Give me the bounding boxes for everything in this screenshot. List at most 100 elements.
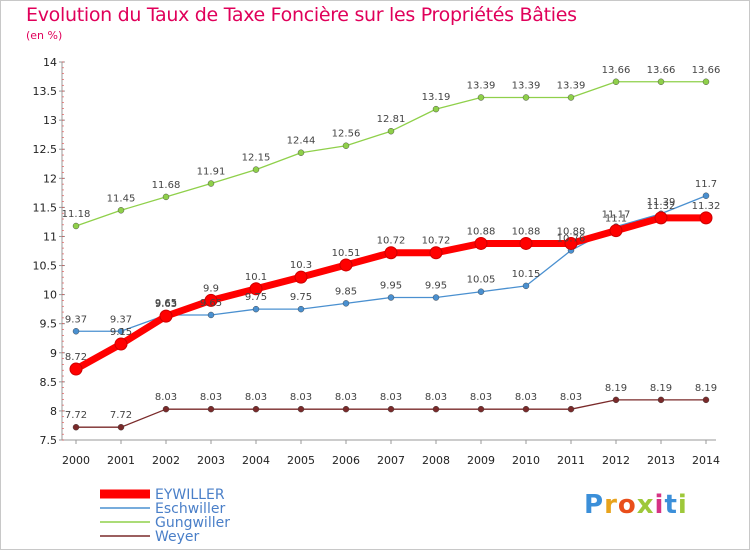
data-label: 8.03 (200, 392, 222, 403)
data-label: 13.66 (602, 65, 631, 76)
data-point (432, 405, 440, 413)
data-label: 9.37 (65, 314, 87, 325)
data-point (567, 94, 575, 101)
y-tick-label: 11 (43, 230, 57, 243)
data-label: 8.03 (380, 392, 402, 403)
data-point (72, 222, 80, 230)
data-label: 8.72 (65, 352, 87, 363)
data-point (342, 300, 350, 307)
x-tick-label: 2006 (332, 454, 360, 467)
data-label: 13.39 (557, 80, 586, 91)
data-point (387, 405, 395, 413)
data-point (612, 78, 620, 85)
data-point (249, 282, 263, 296)
data-point (522, 405, 530, 413)
data-point (252, 166, 260, 173)
data-label: 8.03 (515, 392, 537, 403)
data-label: 11.18 (62, 209, 91, 220)
data-label: 10.76 (557, 233, 586, 244)
data-label: 11.7 (695, 179, 717, 190)
x-tick-label: 2005 (287, 454, 315, 467)
data-label: 8.03 (245, 392, 267, 403)
data-point (702, 396, 710, 404)
data-point (657, 78, 665, 85)
data-label: 10.72 (377, 236, 406, 247)
y-tick-label: 8.5 (40, 376, 58, 389)
x-tick-label: 2003 (197, 454, 225, 467)
x-tick-label: 2009 (467, 454, 495, 467)
data-label: 9.75 (290, 292, 312, 303)
data-point (474, 236, 488, 250)
data-point (654, 211, 668, 225)
data-point (69, 362, 83, 376)
y-tick-label: 8 (50, 405, 57, 418)
logo-letter: o (617, 490, 637, 520)
x-tick-label: 2007 (377, 454, 405, 467)
logo-letter: x (636, 490, 655, 520)
data-label: 10.88 (557, 226, 586, 237)
chart-title: Evolution du Taux de Taxe Foncière sur l… (26, 4, 577, 26)
data-label: 8.03 (335, 392, 357, 403)
data-label: 10.88 (512, 226, 541, 237)
data-label: 11.32 (647, 201, 676, 212)
data-label: 10.51 (332, 248, 361, 259)
data-label: 10.15 (512, 269, 541, 280)
data-point (204, 293, 218, 307)
data-label: 9.9 (203, 283, 219, 294)
data-point (117, 328, 125, 335)
data-label: 9.37 (110, 314, 132, 325)
data-point (339, 258, 353, 272)
y-tick-label: 12.5 (33, 143, 58, 156)
data-point (297, 405, 305, 413)
legend-label-gungwiller: Gungwiller (155, 515, 230, 531)
data-label: 13.66 (647, 65, 676, 76)
data-label: 9.95 (425, 281, 447, 292)
data-label: 9.63 (155, 299, 177, 310)
data-point (477, 94, 485, 101)
data-label: 8.03 (290, 392, 312, 403)
data-label: 13.19 (422, 92, 451, 103)
data-point (567, 405, 575, 413)
data-point (159, 309, 173, 323)
data-label: 12.15 (242, 153, 271, 164)
data-label: 8.03 (560, 392, 582, 403)
data-point (384, 246, 398, 260)
data-point (612, 396, 620, 404)
x-tick-label: 2008 (422, 454, 450, 467)
data-point (72, 424, 80, 431)
logo-letter: i (654, 490, 665, 520)
data-label: 9.65 (155, 298, 177, 309)
data-point (387, 128, 395, 135)
data-point (702, 78, 710, 85)
chart-subtitle: (en %) (26, 29, 63, 42)
y-tick-label: 10 (43, 289, 57, 302)
y-tick-label: 11.5 (33, 201, 58, 214)
data-label: 11.32 (692, 201, 721, 212)
data-point (342, 405, 350, 413)
data-point (162, 405, 170, 413)
data-point (162, 193, 170, 201)
proxiti-logo: Proxiti (584, 490, 688, 520)
x-tick-label: 2004 (242, 454, 270, 467)
y-tick-label: 13.5 (33, 85, 58, 98)
data-point (207, 311, 215, 319)
legend-label-eschwiller: Eschwiller (155, 501, 225, 517)
data-point (609, 224, 623, 238)
y-tick-label: 7.5 (40, 434, 58, 447)
y-tick-label: 13 (43, 114, 57, 127)
data-point (477, 405, 485, 413)
data-label: 7.72 (65, 410, 87, 421)
data-label: 13.39 (512, 80, 541, 91)
legend-label-weyer: Weyer (155, 529, 200, 545)
x-tick-label: 2014 (692, 454, 720, 467)
y-tick-label: 14 (43, 56, 57, 69)
logo-letter: P (584, 490, 605, 520)
data-point (699, 211, 713, 225)
series-line-weyer (76, 399, 706, 428)
data-point (519, 236, 533, 250)
data-label: 13.66 (692, 65, 721, 76)
data-label: 9.65 (200, 298, 222, 309)
data-label: 10.05 (467, 275, 496, 286)
data-label: 8.19 (650, 383, 672, 394)
data-point (657, 396, 665, 404)
